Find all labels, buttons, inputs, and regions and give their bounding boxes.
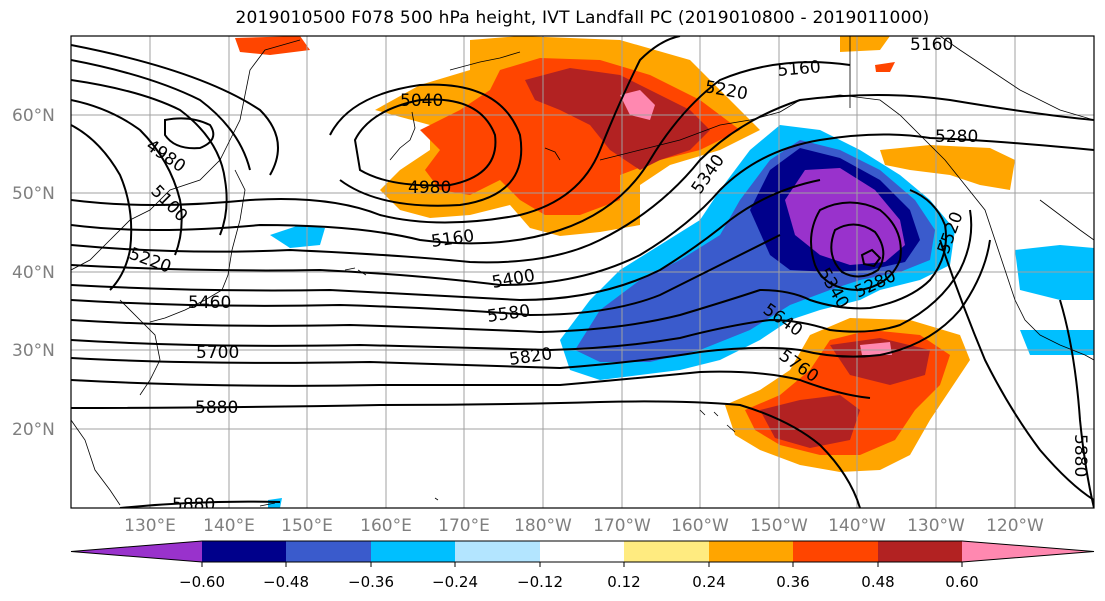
lon-label: 180°W (514, 516, 572, 536)
colorbar-cell (202, 541, 286, 562)
colorbar-tick-label: 0.12 (607, 573, 640, 591)
colorbar-cell (540, 541, 582, 562)
contour-label: 5700 (196, 343, 239, 363)
colorbar-tick-label: 0.24 (692, 573, 725, 591)
colorbar-cell (286, 541, 371, 562)
contour-label: 5160 (910, 35, 953, 55)
colorbar-cell (71, 541, 202, 562)
colorbar-cell (582, 541, 624, 562)
lon-label: 140°W (828, 516, 886, 536)
graticule (71, 36, 1094, 508)
coastlines (71, 36, 1094, 507)
map-title: 2019010500 F078 500 hPa height, IVT Land… (235, 8, 930, 28)
colorbar-tick-label: −0.60 (179, 573, 225, 591)
contour-label: 5460 (188, 293, 231, 313)
positive-anomaly-north (235, 36, 1015, 236)
colorbar-tick-label: 0.60 (945, 573, 978, 591)
lon-label: 160°W (671, 516, 729, 536)
negative-anomaly-central (268, 125, 1094, 508)
colorbar-cell (624, 541, 709, 562)
contour-label: 5880 (1070, 434, 1090, 477)
colorbar-tick-label: −0.24 (432, 573, 478, 591)
colorbar-cell (455, 541, 540, 562)
longitude-labels: 130°E 140°E 150°E 160°E 170°E 180°W 170°… (124, 516, 1044, 536)
colorbar-cell (878, 541, 962, 562)
lon-label: 150°W (750, 516, 808, 536)
lat-label: 20°N (12, 420, 55, 440)
colorbar-tick-label: −0.36 (348, 573, 394, 591)
map-frame (70, 35, 1095, 509)
lat-label: 60°N (12, 106, 55, 126)
colorbar-tick-label: 0.36 (776, 573, 809, 591)
contour-label: 5280 (935, 127, 978, 147)
contour-label: 5880 (172, 495, 215, 515)
lon-label: 170°E (438, 516, 490, 536)
contour-label: 4980 (408, 178, 451, 198)
lon-label: 120°W (986, 516, 1044, 536)
lat-label: 50°N (12, 184, 55, 204)
lon-label: 160°E (360, 516, 412, 536)
latitude-labels: 60°N 50°N 40°N 30°N 20°N (12, 106, 55, 440)
colorbar-tick-label: 0.48 (861, 573, 894, 591)
colorbar-cell (709, 541, 793, 562)
lat-label: 40°N (12, 263, 55, 283)
lon-label: 130°W (907, 516, 965, 536)
lon-label: 150°E (281, 516, 333, 536)
height-contours (71, 36, 1094, 508)
lat-label: 30°N (12, 341, 55, 361)
contour-label: 5880 (195, 398, 238, 418)
contour-label: 5040 (400, 91, 443, 111)
colorbar-tick-label: −0.48 (263, 573, 309, 591)
colorbar-cell (371, 541, 455, 562)
lon-label: 140°E (203, 516, 255, 536)
colorbar-cell (793, 541, 878, 562)
colorbar: −0.60 −0.48 −0.36 −0.24 −0.12 0.12 0.24 … (70, 540, 1095, 591)
lon-label: 130°E (124, 516, 176, 536)
contour-label: 5160 (777, 57, 822, 81)
colorbar-cell (962, 541, 1094, 562)
lon-label: 170°W (593, 516, 651, 536)
colorbar-tick-label: −0.12 (517, 573, 563, 591)
